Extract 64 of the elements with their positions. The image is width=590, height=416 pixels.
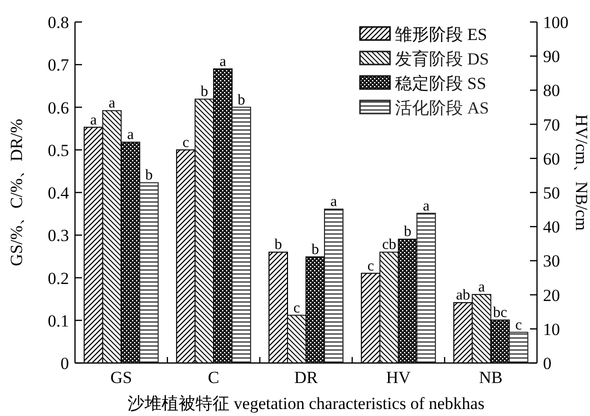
y-tick-label: 0.7 [48,56,70,75]
data-label: c [515,317,522,334]
data-label: a [422,198,430,214]
y2-tick-label: 80 [543,81,560,100]
data-label: a [127,127,134,144]
bar [379,252,399,364]
legend: 雏形阶段 ES 发育阶段 DS 稳定阶段 SS 活化阶段 AS [359,25,489,118]
y2-tick-label: 100 [543,13,568,32]
x-tick-label: NB [478,368,503,387]
data-label: a [220,54,227,70]
x-tick-label: DR [294,368,318,387]
y-tick-label: 0.4 [48,184,70,202]
bar [508,332,528,364]
bar [194,98,214,364]
y-tick-label: 0.5 [48,140,69,160]
y2-tick-label: 70 [543,115,560,134]
y2-tick-label: 40 [543,218,560,237]
y-tick-label: 0.8 [48,13,69,32]
data-label: b [238,92,246,108]
data-label: ab [456,288,470,304]
y2-tick-label: 20 [543,286,560,305]
bar [472,294,492,364]
y-tick-label: 0.2 [48,268,69,288]
bar [213,68,233,364]
y-tick-label: 0.1 [48,311,69,330]
x-tick-label: GS [110,368,132,387]
y2-tick-label: 90 [543,47,560,66]
y-tick-label: 0.3 [48,226,69,246]
bar [306,256,325,364]
bar [398,238,418,364]
data-label: c [182,134,190,151]
data-label: b [312,242,319,258]
y2-axis-title: HV/cm、NB/cm [572,114,590,231]
y2-tick-label: 60 [543,149,560,168]
y2-tick-label: 0 [543,354,552,373]
y-tick-label: 0 [60,354,69,373]
y-tick-label: 0.6 [48,98,69,118]
y2-tick-label: 10 [543,320,560,339]
bar [416,212,436,364]
bar [232,106,252,364]
y2-tick-label: 30 [543,252,560,271]
data-label: a [478,279,486,296]
bar [102,110,122,364]
bar [139,182,159,364]
bar [120,142,140,364]
x-tick-label: HV [386,368,412,387]
bar [490,320,510,364]
bar [287,314,306,364]
x-tick-label: C [208,368,220,387]
data-label: a [330,194,338,210]
data-label: c [293,300,300,316]
data-label: b [404,224,412,240]
bar [324,208,344,364]
y-axis-title: GS/%、C/%、DR/% [7,118,26,266]
data-label: b [145,168,153,184]
y2-tick-label: 50 [543,184,560,202]
data-label: cb [382,237,396,254]
data-label: c [367,258,374,274]
data-label: b [200,84,208,100]
data-label: bc [492,305,508,322]
data-label: a [108,96,116,112]
data-label: b [274,237,282,254]
x-axis-title: 沙堆植被特征 vegetation characteristics of nebkhas [128,394,484,413]
data-label: a [90,112,98,128]
